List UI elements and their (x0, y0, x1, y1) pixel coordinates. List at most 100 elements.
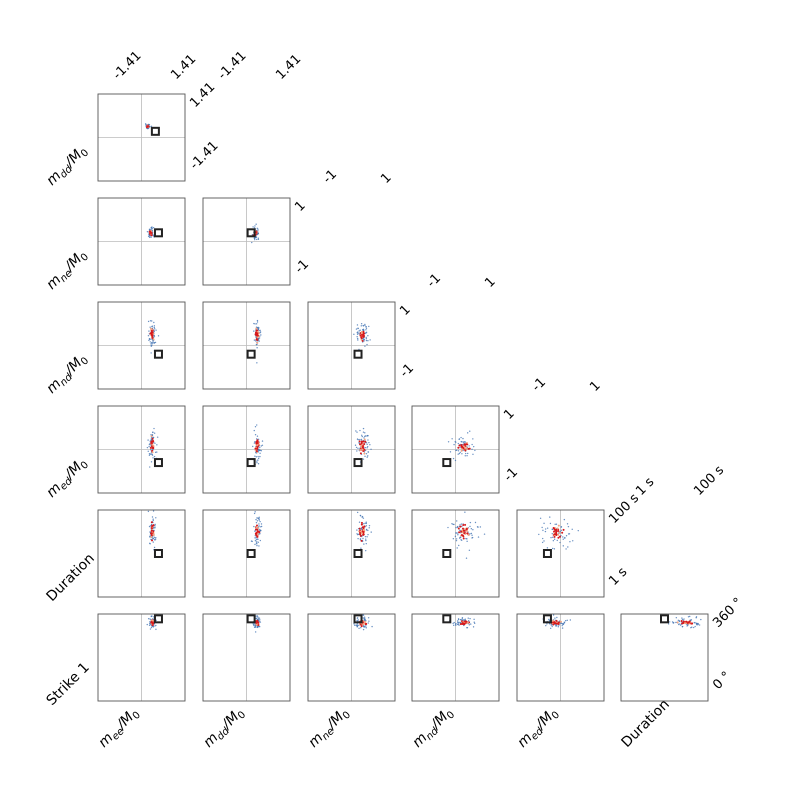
sample-point (144, 123, 147, 125)
sample-point (546, 547, 549, 549)
sample-point (150, 434, 152, 436)
sample-point (367, 622, 369, 624)
sample-point (365, 539, 367, 542)
sample-point-dense (151, 437, 154, 440)
sample-point-dense (359, 452, 362, 455)
sample-point-dense (255, 524, 258, 527)
sample-point (150, 523, 153, 526)
sample-point (363, 543, 365, 545)
sample-point (150, 615, 153, 618)
sample-point (362, 338, 365, 340)
sample-point (254, 530, 256, 532)
sample-point (152, 341, 154, 343)
sample-point (469, 430, 471, 432)
panel-frame (202, 613, 291, 702)
sample-point (150, 352, 152, 354)
sample-point (356, 450, 358, 452)
sample-point (155, 329, 157, 331)
sample-point (148, 445, 150, 448)
sample-point (365, 332, 367, 334)
sample-point (255, 456, 258, 458)
sample-point (359, 429, 361, 432)
sample-point (469, 525, 471, 528)
sample-point (148, 339, 150, 342)
sample-point (457, 450, 460, 452)
sample-point (690, 627, 692, 629)
sample-point (153, 330, 156, 332)
sample-point (258, 337, 261, 339)
panel-strike1-vs-mnd (411, 613, 500, 702)
sample-point (147, 618, 150, 620)
sample-point (366, 447, 368, 449)
sample-point-dense (558, 535, 561, 538)
sample-point-dense (557, 621, 560, 624)
sample-point (365, 522, 368, 525)
panel-frame (307, 301, 396, 390)
reference-marker (246, 458, 256, 468)
sample-point (469, 617, 471, 620)
sample-point-dense (555, 530, 558, 533)
sample-point (363, 626, 365, 628)
sample-point (458, 544, 460, 547)
sample-point (157, 335, 160, 337)
sample-point (455, 449, 458, 452)
sample-point (473, 621, 475, 623)
tick-mnd-min-side: -1 (397, 361, 417, 381)
panel-layer (97, 93, 709, 702)
sample-point-dense (552, 526, 555, 529)
sample-point (453, 621, 455, 624)
sample-point (256, 227, 258, 230)
sample-point (468, 445, 470, 447)
reference-marker (246, 549, 256, 558)
reference-marker (542, 549, 552, 558)
sample-point-dense (255, 450, 258, 453)
sample-point-dense (151, 539, 154, 542)
sample-point (365, 325, 367, 328)
sample-point (365, 339, 368, 342)
sample-point-dense (151, 624, 154, 627)
sample-point (147, 335, 150, 337)
sample-point-dense (363, 452, 366, 455)
sample-point-dense (151, 524, 154, 527)
sample-point (255, 236, 258, 239)
sample-point (367, 435, 369, 437)
sample-point (368, 325, 370, 328)
sample-point (452, 538, 455, 540)
sample-point (472, 438, 474, 440)
sample-point (150, 341, 153, 344)
sample-point (471, 537, 473, 539)
sample-point (258, 327, 260, 329)
sample-point (151, 227, 153, 230)
sample-point (671, 621, 674, 623)
panel-duration-vs-mdd (202, 509, 291, 598)
sample-point (551, 625, 553, 628)
sample-point-dense (255, 621, 258, 624)
sample-point (357, 438, 359, 441)
panel-frame (97, 301, 186, 390)
sample-point (147, 320, 150, 323)
sample-point (367, 533, 369, 536)
sample-point (565, 535, 568, 537)
panel-strike1-vs-mee (97, 613, 186, 702)
sample-point (256, 319, 259, 322)
sample-point-dense (553, 533, 556, 536)
sample-point (355, 446, 358, 449)
sample-point (151, 320, 153, 322)
sample-point (542, 529, 544, 532)
sample-point (355, 430, 357, 432)
sample-point (473, 622, 476, 625)
sample-point (552, 528, 554, 531)
sample-point (362, 517, 365, 519)
sample-point (368, 620, 370, 622)
sample-point-dense (150, 535, 153, 538)
sample-point-dense (461, 446, 464, 449)
sample-point-dense (364, 440, 367, 443)
sample-point (356, 333, 359, 335)
sample-point (150, 236, 152, 239)
sample-point-dense (151, 451, 154, 454)
sample-point-dense (557, 524, 560, 527)
sample-point (466, 432, 469, 434)
sample-point (462, 449, 464, 452)
sample-point (152, 431, 154, 434)
sample-point (155, 536, 157, 539)
